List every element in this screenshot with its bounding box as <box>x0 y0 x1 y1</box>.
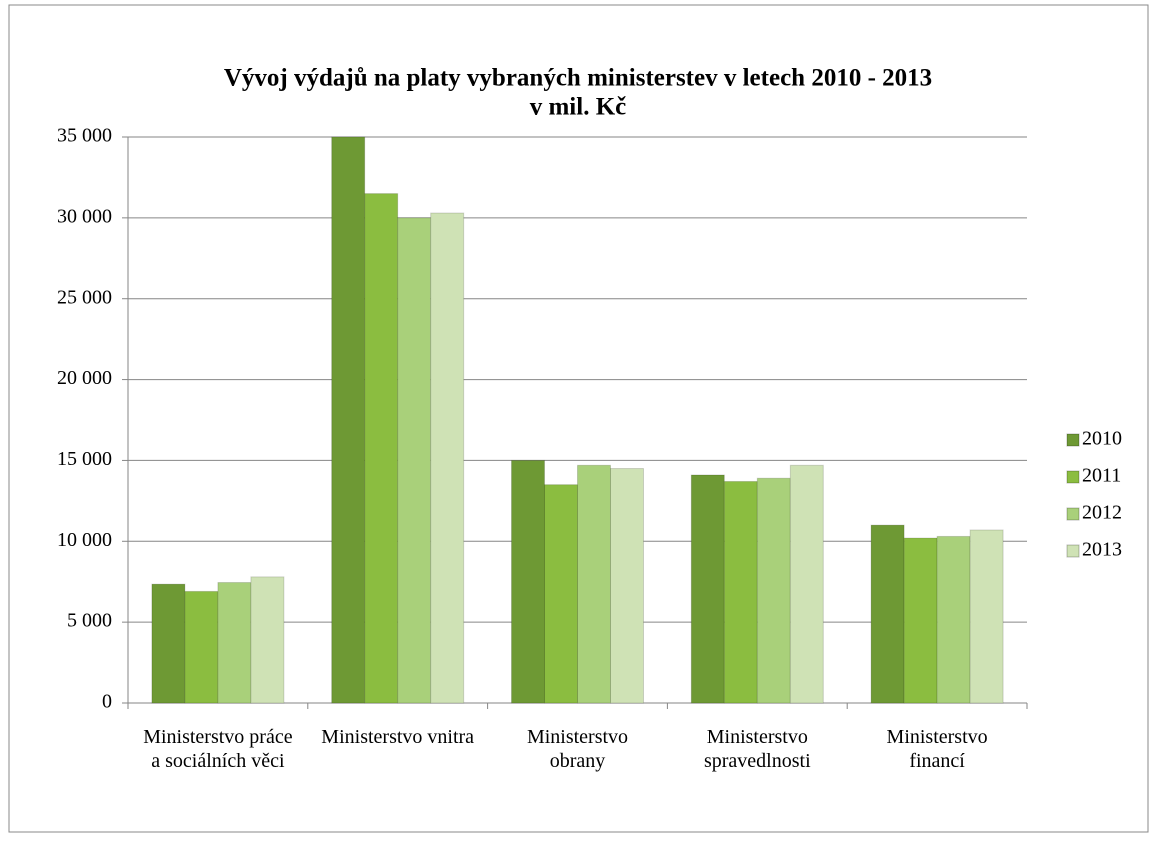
bar <box>544 484 578 704</box>
bar <box>184 590 219 704</box>
bar <box>430 212 465 704</box>
bar <box>903 537 938 704</box>
y-tick-label: 15 000 <box>57 448 112 470</box>
y-tick-label: 0 <box>102 691 112 713</box>
x-tick-label: Ministerstvo vnitra <box>321 726 475 748</box>
legend-swatch <box>1066 470 1080 484</box>
legend-label: 2010 <box>1082 428 1122 450</box>
bar <box>870 524 905 704</box>
chart-frame <box>8 4 1149 833</box>
y-tick-label: 30 000 <box>57 205 112 227</box>
bar <box>756 477 791 704</box>
bar <box>723 480 758 704</box>
y-tick-label: 25 000 <box>57 286 112 308</box>
chart-title: Vývoj výdajů na platy vybraných minister… <box>224 65 932 92</box>
y-tick-label: 5 000 <box>67 610 112 632</box>
bar <box>151 583 186 704</box>
legend-swatch <box>1066 433 1080 447</box>
bar <box>610 468 644 704</box>
y-tick-label: 10 000 <box>57 529 112 551</box>
x-tick-label: Ministerstvo financí <box>886 726 988 772</box>
bar <box>969 529 1004 704</box>
legend-swatch <box>1066 544 1080 558</box>
x-tick-label: Ministerstvo spravedlnosti <box>703 726 811 772</box>
bar <box>250 576 285 704</box>
bar <box>577 464 611 704</box>
bar <box>331 136 366 704</box>
bar <box>364 193 399 704</box>
bar <box>789 464 824 704</box>
chart-subtitle: v mil. Kč <box>530 94 627 121</box>
bar <box>936 535 971 704</box>
x-tick-label: Ministerstvo práce a sociálních věci <box>143 726 293 772</box>
y-tick-label: 35 000 <box>57 125 112 147</box>
legend-swatch <box>1066 507 1080 521</box>
legend-label: 2011 <box>1082 465 1121 487</box>
y-tick-label: 20 000 <box>57 367 112 389</box>
x-tick-label: Ministerstvo obrany <box>526 726 629 772</box>
legend-label: 2012 <box>1082 502 1122 524</box>
bar <box>511 459 545 704</box>
legend-label: 2013 <box>1082 539 1122 561</box>
bar <box>397 217 432 704</box>
bar <box>217 582 252 704</box>
bar <box>690 474 725 704</box>
